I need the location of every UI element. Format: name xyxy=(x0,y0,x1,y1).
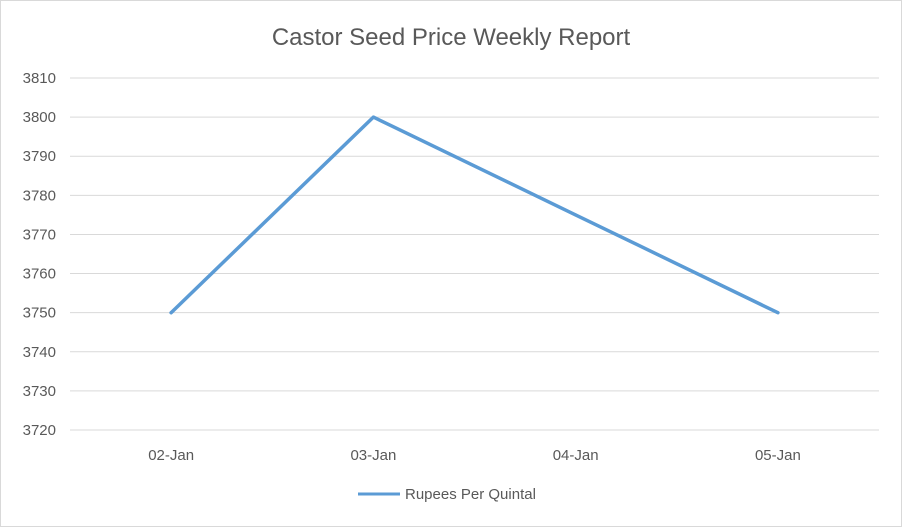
x-tick-label: 02-Jan xyxy=(148,447,194,464)
x-tick-label: 04-Jan xyxy=(553,447,599,464)
y-tick-label: 3740 xyxy=(23,344,56,361)
series-lines xyxy=(169,115,780,315)
series-line xyxy=(169,115,780,315)
y-tick-label: 3780 xyxy=(23,187,56,204)
y-tick-label: 3770 xyxy=(23,226,56,243)
data-point xyxy=(574,213,578,217)
y-tick-label: 3730 xyxy=(23,383,56,400)
y-tick-label: 3790 xyxy=(23,148,56,165)
x-axis-ticks: 02-Jan 03-Jan 04-Jan 05-Jan xyxy=(148,447,801,464)
y-tick-label: 3810 xyxy=(23,70,56,87)
data-point xyxy=(371,115,375,119)
x-tick-label: 03-Jan xyxy=(350,447,396,464)
legend-label: Rupees Per Quintal xyxy=(405,486,536,503)
legend: Rupees Per Quintal xyxy=(358,486,536,503)
y-tick-label: 3720 xyxy=(23,422,56,439)
x-tick-label: 05-Jan xyxy=(755,447,801,464)
data-point xyxy=(169,311,173,315)
y-axis-ticks: 3720 3730 3740 3750 3760 3770 3780 3790 3800 3810 xyxy=(23,70,56,439)
data-point xyxy=(776,311,780,315)
y-tick-label: 3800 xyxy=(23,109,56,126)
gridlines xyxy=(70,77,879,431)
y-tick-label: 3760 xyxy=(23,266,56,283)
chart-title: Castor Seed Price Weekly Report xyxy=(272,24,631,51)
y-tick-label: 3750 xyxy=(23,305,56,322)
